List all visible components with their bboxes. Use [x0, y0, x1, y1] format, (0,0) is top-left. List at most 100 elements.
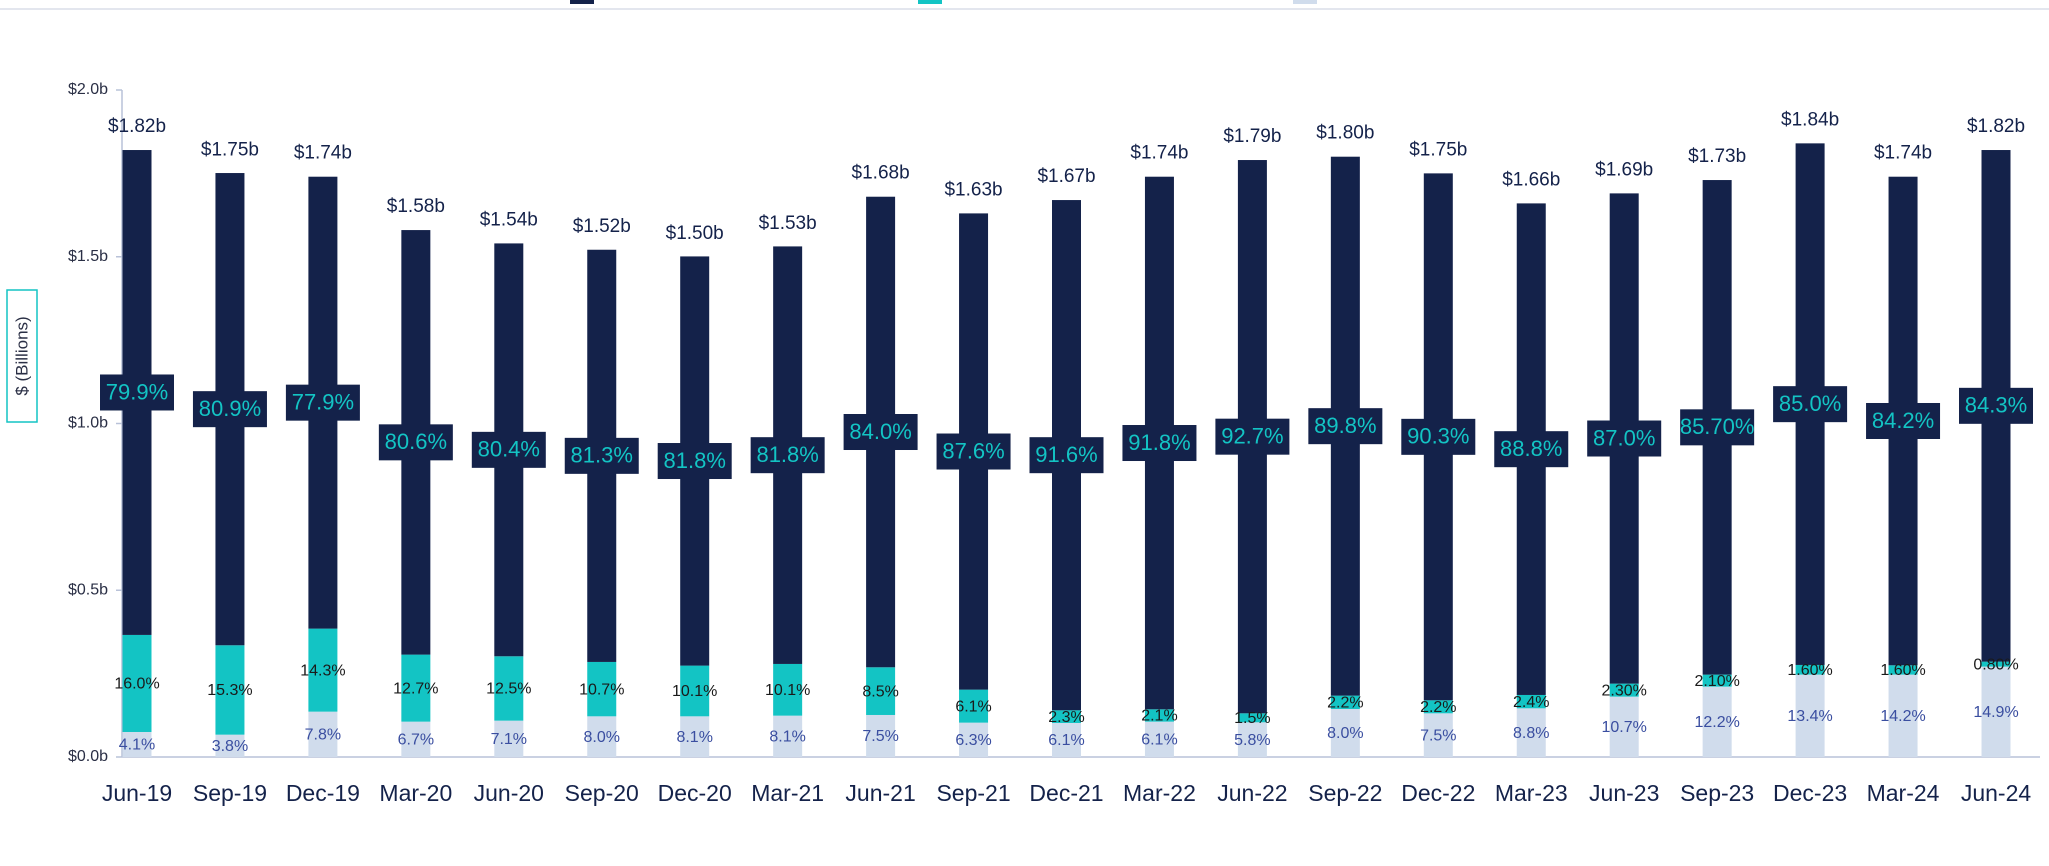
share-label: 14.2% — [1880, 708, 1925, 725]
x-tick-label: Sep-21 — [936, 780, 1010, 806]
share-label-box — [1029, 437, 1104, 474]
bar-segment — [959, 722, 989, 757]
bar-segment — [1702, 674, 1732, 687]
x-tick-label: Jun-24 — [1961, 780, 2032, 806]
share-label: 14.3% — [300, 662, 345, 679]
share-label-box — [1494, 431, 1569, 468]
share-label-box — [1587, 420, 1662, 457]
bar-segment — [1888, 674, 1918, 757]
share-label: 84.0% — [849, 419, 911, 444]
share-label: 6.1% — [1141, 732, 1177, 749]
share-label: 13.4% — [1787, 708, 1832, 725]
x-tick-label: Mar-23 — [1495, 780, 1568, 806]
share-label: 12.5% — [486, 681, 531, 698]
total-label: $1.84b — [1781, 109, 1839, 130]
total-label: $1.75b — [201, 139, 259, 160]
y-tick-label: $2.0b — [68, 81, 108, 98]
x-tick-label: Jun-22 — [1217, 780, 1287, 806]
share-label-box — [100, 374, 174, 411]
share-label-box — [1773, 386, 1848, 423]
share-label-box — [1401, 418, 1476, 455]
share-label: 12.2% — [1694, 714, 1739, 731]
share-label: 7.8% — [305, 727, 341, 744]
bar-segment — [1888, 665, 1918, 675]
share-label: 14.9% — [1973, 704, 2018, 721]
share-label: 12.7% — [393, 680, 438, 697]
total-label: $1.74b — [1874, 143, 1932, 164]
total-label: $1.75b — [1409, 139, 1467, 160]
bar-segment — [1237, 722, 1267, 757]
total-label: $1.50b — [666, 223, 724, 244]
share-label: 91.6% — [1035, 442, 1097, 467]
bar-segment — [494, 720, 524, 757]
share-label-box — [936, 433, 1011, 470]
x-tick-label: Sep-23 — [1680, 780, 1754, 806]
share-label: 5.8% — [1234, 732, 1270, 749]
share-label: 10.7% — [1602, 719, 1647, 736]
legend-swatch — [1293, 0, 1317, 4]
share-label: 87.6% — [942, 438, 1004, 463]
share-label: 3.8% — [212, 738, 248, 755]
share-label: 80.4% — [478, 437, 540, 462]
y-axis-title-frame — [6, 289, 38, 423]
share-label: 2.1% — [1141, 708, 1177, 725]
x-tick-label: Mar-21 — [751, 780, 824, 806]
bar-segment — [866, 714, 896, 757]
bar-segment — [1795, 674, 1825, 757]
share-label-box — [657, 443, 732, 480]
share-label-box — [1866, 402, 1941, 439]
share-label: 84.3% — [1965, 393, 2027, 418]
bar-segment — [1981, 661, 2011, 667]
share-label: 2.10% — [1694, 673, 1739, 690]
bar-segment — [1609, 683, 1639, 697]
share-label-box — [843, 414, 918, 451]
x-tick-label: Jun-21 — [845, 780, 915, 806]
total-label: $1.73b — [1688, 146, 1746, 167]
total-label: $1.74b — [294, 143, 352, 164]
bar-segment — [587, 661, 617, 717]
bar-segment — [1516, 708, 1546, 757]
share-label: 4.1% — [119, 737, 155, 754]
share-label: 6.1% — [955, 698, 991, 715]
bar-segment — [401, 654, 431, 722]
bar-segment — [959, 689, 989, 723]
share-label-box — [378, 424, 453, 461]
share-label: 8.5% — [862, 683, 898, 700]
y-tick-label: $0.5b — [68, 581, 108, 598]
x-tick-label: Mar-22 — [1123, 780, 1196, 806]
share-label: 85.70% — [1680, 414, 1755, 439]
share-label: 80.9% — [199, 396, 261, 421]
x-tick-label: Sep-22 — [1308, 780, 1382, 806]
bar-segment — [1423, 713, 1453, 757]
total-label: $1.79b — [1223, 126, 1281, 147]
bar-segment — [215, 645, 245, 735]
share-label: 8.1% — [676, 729, 712, 746]
share-label: 7.5% — [1420, 727, 1456, 744]
legend-swatch — [918, 0, 942, 4]
share-label: 6.1% — [1048, 732, 1084, 749]
total-label: $1.63b — [944, 179, 1002, 200]
x-tick-label: Sep-20 — [565, 780, 639, 806]
x-tick-label: Jun-23 — [1589, 780, 1659, 806]
y-tick-label: $1.5b — [68, 248, 108, 265]
bar-segment — [215, 734, 245, 757]
total-label: $1.53b — [759, 213, 817, 234]
total-label: $1.66b — [1502, 169, 1560, 190]
x-tick-label: Jun-19 — [102, 780, 172, 806]
x-tick-label: Dec-22 — [1401, 780, 1475, 806]
bar-segment — [1052, 710, 1081, 723]
share-label-box — [1680, 409, 1755, 446]
share-label-box — [192, 391, 267, 428]
share-label: 7.5% — [862, 728, 898, 745]
bar-segment — [494, 656, 524, 721]
share-label: 90.3% — [1407, 424, 1469, 449]
total-label: $1.67b — [1037, 166, 1095, 187]
share-label-box — [1308, 408, 1383, 445]
share-label: 1.60% — [1880, 662, 1925, 679]
bar-segment — [122, 634, 152, 732]
x-tick-label: Mar-20 — [379, 780, 452, 806]
bar-segment — [1609, 696, 1639, 757]
bar-segment — [1981, 666, 2011, 757]
share-label-box — [1122, 425, 1197, 462]
